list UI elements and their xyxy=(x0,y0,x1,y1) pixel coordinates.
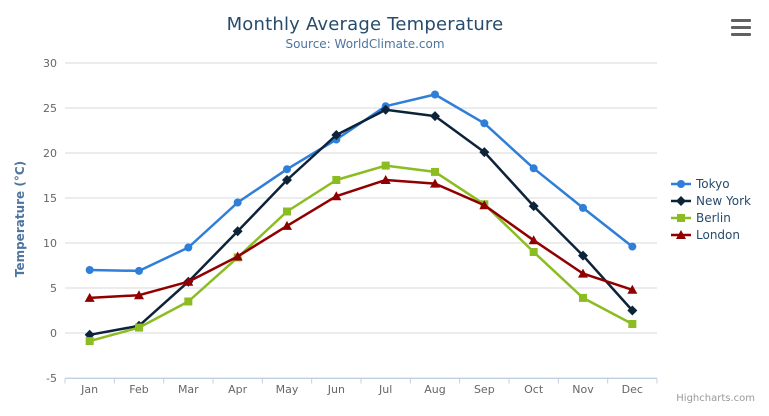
diamond-icon xyxy=(671,196,691,206)
y-axis-label: 10 xyxy=(43,237,57,250)
x-axis-label: Aug xyxy=(424,383,445,396)
data-point-london[interactable] xyxy=(479,200,490,210)
data-point-berlin[interactable] xyxy=(332,176,341,184)
series-new-york xyxy=(84,104,638,340)
series-line-london xyxy=(88,178,634,300)
series-tokyo xyxy=(85,90,637,275)
chart-title: Monthly Average Temperature xyxy=(226,14,504,35)
data-point-tokyo[interactable] xyxy=(579,203,587,212)
x-axis-label: Jan xyxy=(80,383,98,396)
data-point-berlin[interactable] xyxy=(135,323,143,332)
x-axis-label: Oct xyxy=(524,383,544,396)
y-axis-label: 0 xyxy=(50,327,57,340)
data-point-tokyo[interactable] xyxy=(283,165,291,174)
data-point-new-york[interactable] xyxy=(380,104,391,115)
data-point-berlin[interactable] xyxy=(85,337,94,346)
data-point-berlin[interactable] xyxy=(184,297,193,306)
legend-item-berlin[interactable]: Berlin xyxy=(671,210,751,226)
data-point-tokyo[interactable] xyxy=(85,266,94,274)
data-point-berlin[interactable] xyxy=(628,320,637,328)
y-axis-label: 15 xyxy=(43,192,57,205)
y-axis-label: 20 xyxy=(43,147,57,160)
data-point-tokyo[interactable] xyxy=(480,119,489,128)
hamburger-icon xyxy=(731,19,751,36)
data-point-london[interactable] xyxy=(627,284,638,294)
data-point-berlin[interactable] xyxy=(381,161,390,170)
legend: Tokyo New York Berlin London xyxy=(671,176,751,244)
x-axis-label: Nov xyxy=(572,383,594,396)
series-london xyxy=(84,175,638,302)
data-point-london[interactable] xyxy=(232,251,243,261)
y-axis-label: 25 xyxy=(43,102,57,115)
data-point-tokyo[interactable] xyxy=(431,90,439,99)
x-axis-label: Apr xyxy=(228,383,248,396)
data-point-tokyo[interactable] xyxy=(529,164,538,173)
x-axis-label: Mar xyxy=(178,383,199,396)
y-axis-label: 5 xyxy=(50,282,57,295)
data-point-london[interactable] xyxy=(331,191,342,201)
data-point-new-york[interactable] xyxy=(528,201,539,212)
legend-item-tokyo[interactable]: Tokyo xyxy=(671,176,751,192)
x-axis-label: Sep xyxy=(474,383,495,396)
square-icon xyxy=(671,214,691,222)
circle-icon xyxy=(671,180,691,188)
data-point-new-york[interactable] xyxy=(282,175,292,185)
x-axis-label: Jun xyxy=(327,383,345,396)
data-point-berlin[interactable] xyxy=(283,207,291,216)
data-point-new-york[interactable] xyxy=(331,130,342,140)
series-line-tokyo xyxy=(88,93,634,273)
legend-marker-berlin[interactable] xyxy=(677,214,685,222)
x-axis-label: Dec xyxy=(622,383,643,396)
legend-marker-london[interactable] xyxy=(676,230,686,239)
data-point-berlin[interactable] xyxy=(529,248,538,256)
export-menu-button[interactable] xyxy=(731,19,751,36)
data-point-berlin[interactable] xyxy=(579,293,587,302)
legend-marker-tokyo[interactable] xyxy=(677,180,685,188)
data-point-new-york[interactable] xyxy=(627,305,638,316)
data-point-london[interactable] xyxy=(84,292,95,302)
data-point-berlin[interactable] xyxy=(431,167,439,176)
data-point-london[interactable] xyxy=(430,178,440,188)
legend-label-berlin: Berlin xyxy=(696,211,731,225)
data-point-tokyo[interactable] xyxy=(184,243,193,252)
data-point-london[interactable] xyxy=(578,268,588,278)
chart-subtitle: Source: WorldClimate.com xyxy=(285,37,445,51)
data-point-london[interactable] xyxy=(134,290,144,300)
data-point-tokyo[interactable] xyxy=(233,198,242,207)
data-point-london[interactable] xyxy=(282,220,292,230)
data-point-new-york[interactable] xyxy=(578,250,588,261)
series-line-new-york xyxy=(88,108,634,337)
data-point-tokyo[interactable] xyxy=(628,242,637,251)
legend-item-new-york[interactable]: New York xyxy=(671,193,751,209)
y-axis-label: 30 xyxy=(43,57,57,70)
legend-label-new-york: New York xyxy=(696,194,751,208)
y-axis-label: -5 xyxy=(46,372,57,385)
legend-marker-new-york[interactable] xyxy=(676,196,686,206)
triangle-icon xyxy=(671,230,691,239)
x-axis-label: Jul xyxy=(378,383,392,396)
data-point-london[interactable] xyxy=(380,175,391,184)
data-point-london[interactable] xyxy=(183,276,194,286)
legend-label-london: London xyxy=(696,228,740,242)
y-axis-title: Temperature (°C) xyxy=(13,160,27,278)
series-line-berlin xyxy=(88,164,634,343)
legend-label-tokyo: Tokyo xyxy=(696,177,730,191)
x-axis-label: Feb xyxy=(129,383,148,396)
legend-item-london[interactable]: London xyxy=(671,227,751,243)
data-point-tokyo[interactable] xyxy=(135,266,143,275)
data-point-london[interactable] xyxy=(528,235,539,245)
data-point-new-york[interactable] xyxy=(479,147,490,158)
credits-link[interactable]: Highcharts.com xyxy=(676,393,755,404)
data-point-new-york[interactable] xyxy=(430,111,440,122)
x-axis-label: May xyxy=(276,383,299,396)
data-point-new-york[interactable] xyxy=(232,226,243,237)
